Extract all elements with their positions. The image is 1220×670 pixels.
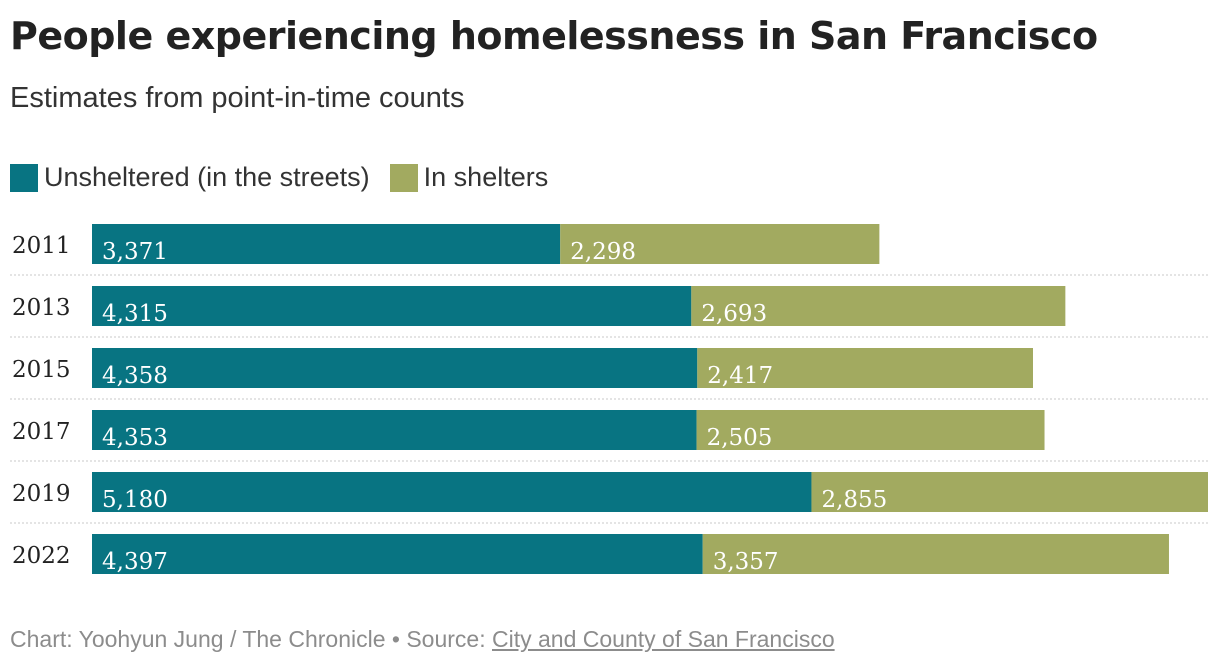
- bar-segment: [560, 224, 880, 264]
- bar-segment: [92, 534, 703, 574]
- y-tick-label: 2022: [12, 543, 71, 569]
- legend-label-shelters: In shelters: [423, 162, 549, 192]
- bar-segment: [92, 472, 812, 512]
- chart-subtitle: Estimates from point-in-time counts: [10, 82, 465, 114]
- bar-segment: [696, 410, 1045, 450]
- legend-swatch-shelters: [389, 163, 418, 192]
- bar-segment: [92, 224, 561, 264]
- data-label: 4,315: [102, 301, 168, 327]
- bar-segment: [702, 534, 1169, 574]
- data-label: 4,353: [102, 425, 168, 451]
- footer-source-label: Source:: [406, 626, 492, 652]
- bar-segment: [697, 348, 1033, 388]
- footer-credit: Chart: Yoohyun Jung / The Chronicle: [10, 626, 386, 652]
- data-label: 3,371: [102, 239, 168, 265]
- legend-swatch-unsheltered: [10, 163, 38, 192]
- chart-title: People experiencing homelessness in San …: [10, 14, 1098, 58]
- data-label: 2,505: [707, 425, 773, 451]
- y-tick-label: 2017: [12, 419, 71, 445]
- y-tick-label: 2013: [12, 295, 71, 321]
- data-label: 2,855: [821, 487, 887, 513]
- data-label: 2,693: [701, 301, 767, 327]
- data-label: 4,397: [102, 549, 168, 575]
- bar-segment: [811, 472, 1208, 512]
- bar-segment: [691, 286, 1066, 326]
- data-label: 5,180: [102, 487, 168, 513]
- legend-label-unsheltered: Unsheltered (in the streets): [44, 162, 370, 192]
- legend-item-shelters: In shelters: [389, 162, 549, 193]
- chart-footer: Chart: Yoohyun Jung / The Chronicle • So…: [10, 626, 835, 653]
- source-link[interactable]: City and County of San Francisco: [492, 626, 835, 652]
- bar-segment: [92, 348, 698, 388]
- footer-separator: •: [385, 626, 407, 652]
- bar-segment: [92, 286, 692, 326]
- y-tick-label: 2015: [12, 357, 71, 383]
- data-label: 2,298: [570, 239, 636, 265]
- data-label: 2,417: [707, 363, 773, 389]
- data-label: 3,357: [713, 549, 779, 575]
- y-tick-label: 2011: [12, 233, 71, 259]
- bar-segment: [92, 410, 697, 450]
- data-label: 4,358: [102, 363, 168, 389]
- stacked-bar-chart: 2011 3,371 2,298 2013 4,315 2,693 2015 4,358 2,4…: [10, 224, 1210, 575]
- legend: Unsheltered (in the streets) In shelters: [10, 162, 568, 193]
- legend-item-unsheltered: Unsheltered (in the streets): [10, 162, 370, 193]
- y-tick-label: 2019: [12, 481, 71, 507]
